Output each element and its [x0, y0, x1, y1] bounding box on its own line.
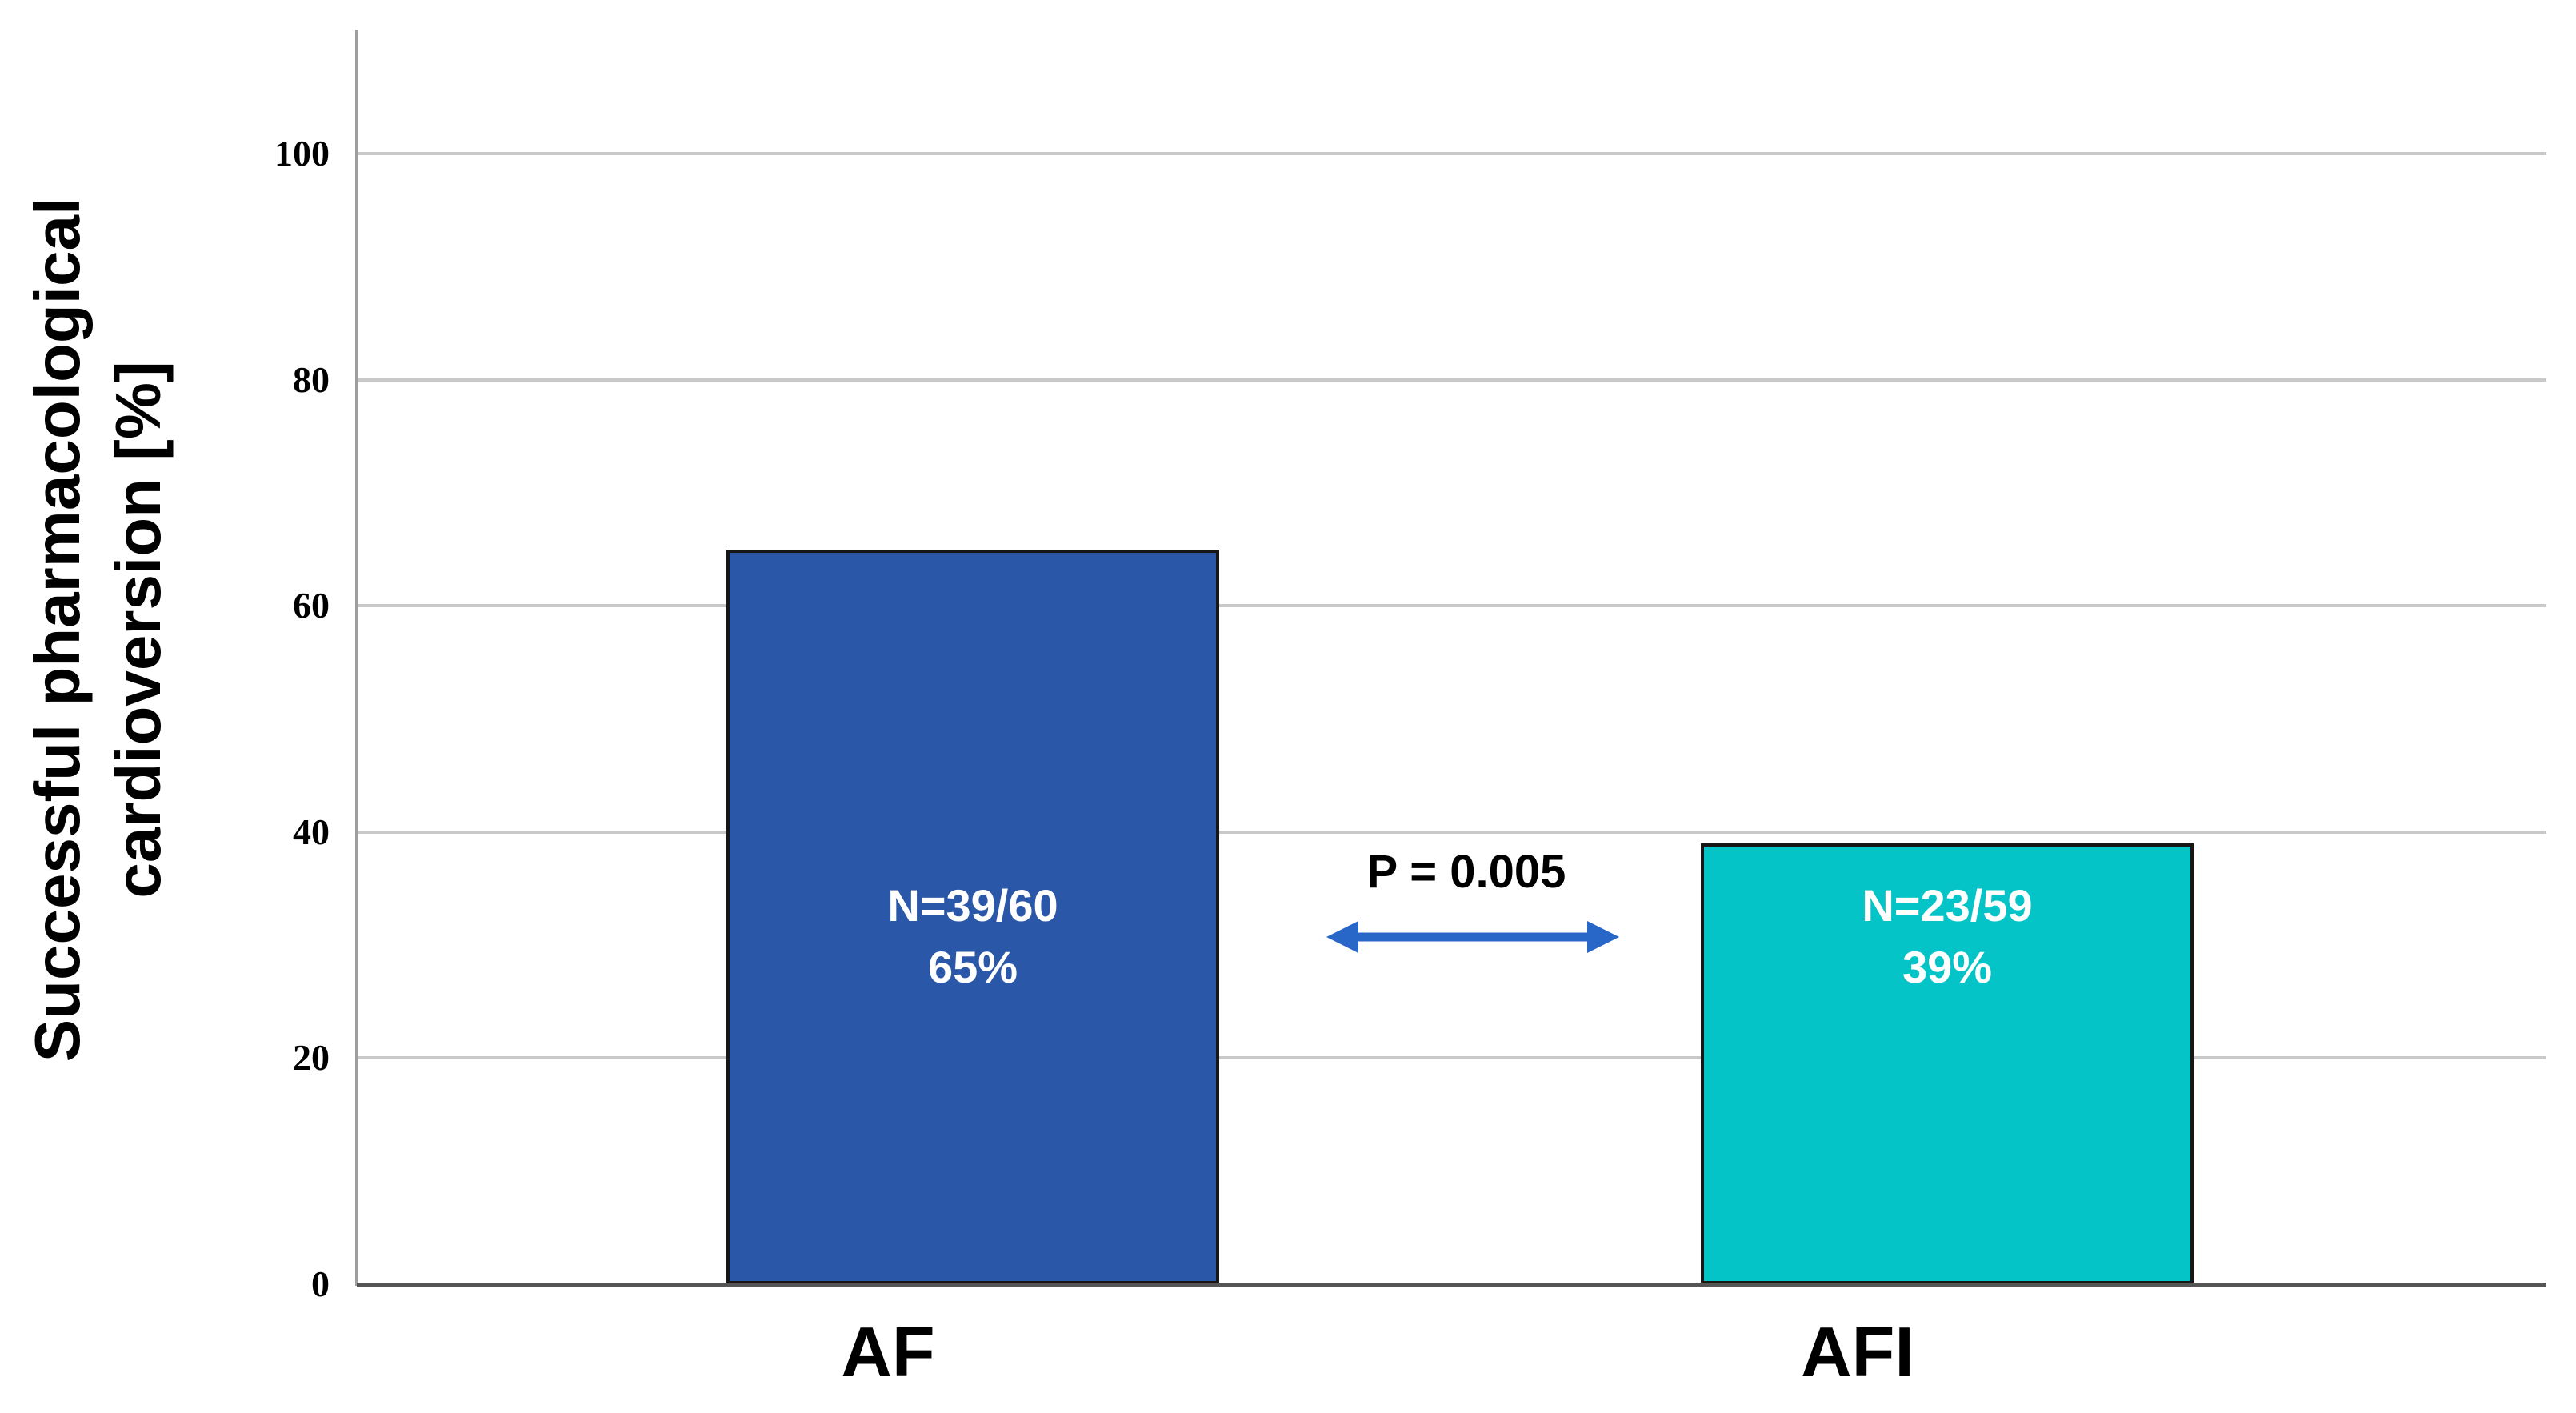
gridline-y100 — [357, 152, 2546, 156]
bar-pct-label: 39% — [1902, 942, 1993, 992]
bar-afi — [1701, 843, 2194, 1284]
x-axis-line — [357, 1283, 2546, 1287]
significance-arrow-icon — [1326, 921, 1619, 953]
y-tick-label-80: 80 — [293, 358, 330, 400]
y-tick-label-40: 40 — [293, 811, 330, 852]
bar-n-label: N=23/59 — [1862, 880, 2033, 931]
gridline-y40 — [357, 830, 2546, 834]
x-category-label-af: AF — [841, 1312, 935, 1391]
y-tick-label-0: 0 — [311, 1263, 330, 1304]
y-axis-title-line1: Successful pharmacological — [22, 197, 93, 1063]
bar-n-label: N=39/60 — [887, 880, 1058, 931]
gridline-y80 — [357, 378, 2546, 382]
y-tick-label-100: 100 — [274, 133, 330, 174]
gridline-y20 — [357, 1056, 2546, 1060]
bar-pct-label: 65% — [927, 942, 1018, 992]
bar-label-af: N=39/60 65% — [726, 875, 1219, 998]
gridline-y60 — [357, 604, 2546, 608]
y-tick-label-60: 60 — [293, 585, 330, 626]
y-tick-label-20: 20 — [293, 1037, 330, 1079]
p-value-label: P = 0.005 — [1366, 846, 1566, 898]
y-axis-line — [355, 30, 358, 1286]
bar-af — [726, 549, 1219, 1284]
bar-label-afi: N=23/59 39% — [1701, 875, 2194, 998]
x-category-label-afi: AFI — [1801, 1312, 1914, 1391]
